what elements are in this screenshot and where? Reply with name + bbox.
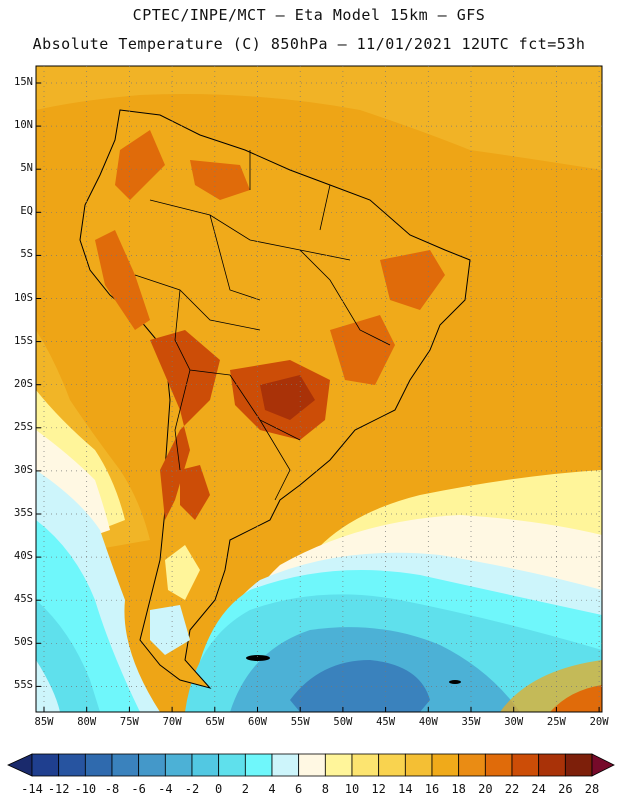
colorbar-segment <box>538 753 566 777</box>
colorbar-segment <box>458 753 486 777</box>
colorbar-segment <box>191 753 220 777</box>
lon-label: 25W <box>546 716 566 728</box>
colorbar-label: 22 <box>504 782 520 796</box>
colorbar-segment <box>511 753 540 777</box>
colorbar-segment <box>244 753 273 777</box>
colorbar-segment <box>484 753 513 777</box>
map-title: CPTEC/INPE/MCT – Eta Model 15km – GFS <box>132 6 486 24</box>
colorbar-label: 24 <box>531 782 546 796</box>
falkland-islands <box>246 655 270 661</box>
lon-label: 35W <box>461 716 481 728</box>
colorbar-label: 8 <box>321 782 329 796</box>
lat-label: 15S <box>14 334 33 347</box>
tropical-atlantic-region <box>36 66 602 170</box>
central-brazil-hot-core <box>260 375 315 420</box>
pacific-southwest-region <box>36 660 60 712</box>
lon-label: 65W <box>205 716 225 728</box>
lon-label: 75W <box>119 716 139 728</box>
colorbar-label: 14 <box>398 782 413 796</box>
patagonia-mild <box>165 545 200 600</box>
colorbar-segment <box>404 753 433 777</box>
colorbar-label: 18 <box>451 782 466 796</box>
colorbar-segment <box>378 753 406 777</box>
lon-label: 40W <box>418 716 438 728</box>
colorbar-label: 20 <box>478 782 493 796</box>
lat-label: 30S <box>14 463 33 476</box>
lon-label: 45W <box>376 716 396 728</box>
colorbar-over-arrow <box>591 753 615 777</box>
southeast-hot-corner <box>550 685 602 712</box>
south-georgia-island <box>449 680 461 684</box>
lat-label: 10N <box>14 119 33 132</box>
colorbar-segment <box>111 753 140 777</box>
colorbar-label: 4 <box>268 782 276 796</box>
lon-label: 55W <box>290 716 310 728</box>
chaco-hot <box>150 330 220 520</box>
lat-label: 55S <box>14 679 33 692</box>
colorbar-label: 16 <box>424 782 440 796</box>
lat-label: 5S <box>20 248 33 261</box>
map-subtitle: Absolute Temperature (C) 850hPa – 11/01/… <box>32 35 586 53</box>
colorbar-segment <box>138 753 166 777</box>
colorbar-label: -8 <box>104 782 120 796</box>
colorbar-label: 28 <box>584 782 600 796</box>
cuyo-hot <box>180 465 210 520</box>
colorbar-segment <box>218 753 246 777</box>
colorbar-under-arrow <box>7 753 33 777</box>
map-frame <box>35 65 603 713</box>
colorbar-label: 6 <box>295 782 303 796</box>
lat-label: 15N <box>14 76 33 88</box>
lat-label: EQ <box>20 205 33 218</box>
colorbar-segment <box>564 753 593 777</box>
colorbar-label: 2 <box>241 782 249 796</box>
colorbar-segment <box>271 753 300 777</box>
colorbar <box>7 753 615 777</box>
colorbar-label: 12 <box>371 782 386 796</box>
pacific-south-region <box>36 600 100 712</box>
colorbar-segment <box>164 753 193 777</box>
axis-ticks <box>36 82 600 712</box>
colorbar-segment <box>431 753 460 777</box>
lat-label: 45S <box>14 593 33 606</box>
lon-label: 20W <box>589 716 609 728</box>
northeast-brazil-hot <box>380 250 445 310</box>
lat-label: 50S <box>14 636 33 649</box>
andes-north-hot <box>115 130 165 200</box>
colorbar-label: -6 <box>131 782 146 796</box>
colorbar-segment <box>351 753 380 777</box>
lon-label: 50W <box>333 716 353 728</box>
colorbar-label: -2 <box>184 782 200 796</box>
colorbar-label: -12 <box>47 782 70 796</box>
colorbar-label: 0 <box>215 782 223 796</box>
colorbar-segment <box>324 753 353 777</box>
colorbar-label: -14 <box>21 782 43 796</box>
colorbar-label: 26 <box>558 782 573 796</box>
atlantic-cold-core <box>290 660 430 712</box>
colorbar-segment <box>298 753 326 777</box>
goias-hot <box>330 315 395 385</box>
colorbar-segment <box>31 753 60 777</box>
lon-label: 60W <box>248 716 267 728</box>
lat-label: 40S <box>14 550 33 563</box>
colorbar-label: 10 <box>344 782 360 796</box>
lat-label: 5N <box>20 162 33 175</box>
colorbar-segment <box>58 753 86 777</box>
lat-label: 10S <box>14 291 33 304</box>
lat-label: 25S <box>14 420 33 433</box>
lon-label: 85W <box>34 716 54 728</box>
lat-label: 20S <box>14 377 33 390</box>
venezuela-hot <box>190 160 250 200</box>
lat-label: 35S <box>14 507 33 519</box>
lon-label: 80W <box>77 716 97 728</box>
country-borders <box>134 150 391 501</box>
colorbar-label: -4 <box>158 782 173 796</box>
lon-label: 70W <box>162 716 182 728</box>
colorbar-segment <box>84 753 113 777</box>
colorbar-label: -10 <box>74 782 97 796</box>
lon-label: 30W <box>504 716 524 728</box>
andes-peru-hot <box>95 230 150 330</box>
tierra-del-fuego-cold <box>150 605 190 655</box>
